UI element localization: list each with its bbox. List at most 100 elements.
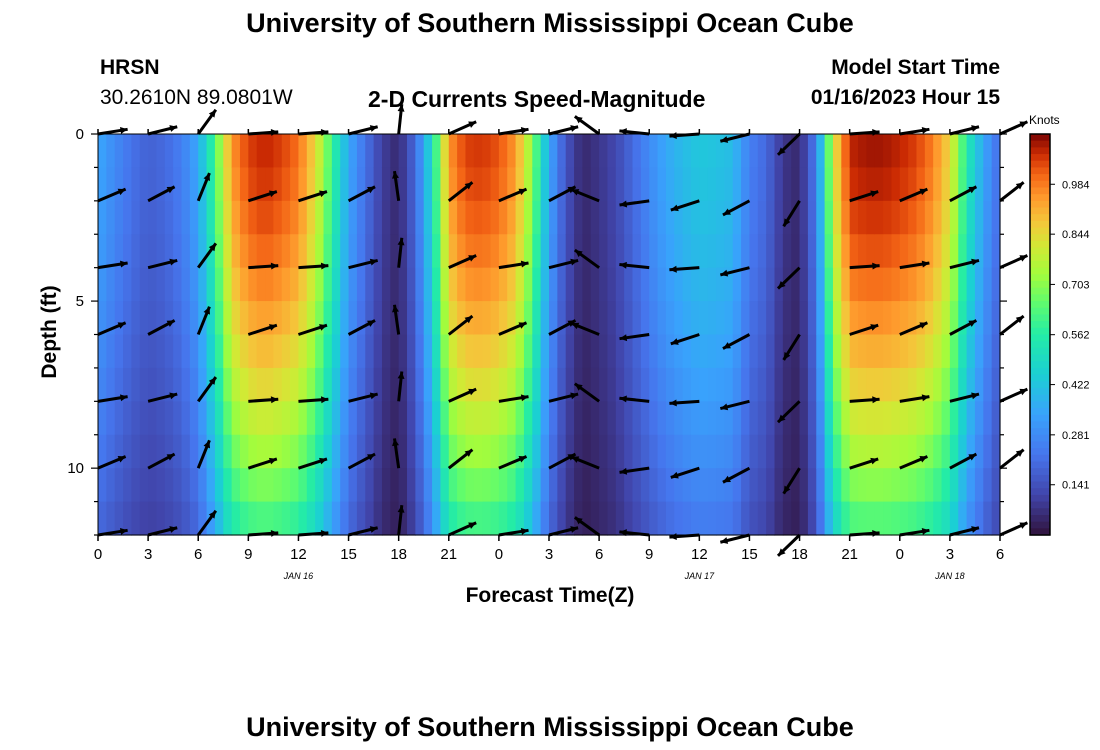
heat-cell bbox=[908, 401, 918, 436]
colorbar-segment bbox=[1030, 227, 1050, 235]
heat-cell bbox=[256, 367, 266, 402]
heat-cell bbox=[699, 334, 709, 369]
heat-cell bbox=[290, 267, 300, 302]
heat-cell bbox=[782, 234, 792, 269]
heat-cell bbox=[473, 501, 483, 536]
heat-cell bbox=[916, 501, 926, 536]
current-vector-arrow bbox=[619, 261, 650, 270]
heat-cell bbox=[365, 434, 375, 469]
heat-cell bbox=[849, 234, 859, 269]
heat-cell bbox=[599, 468, 609, 503]
heat-cell bbox=[248, 434, 258, 469]
heat-cell bbox=[131, 501, 141, 536]
heat-cell bbox=[123, 434, 133, 469]
heat-cell bbox=[306, 434, 316, 469]
heat-cell bbox=[924, 501, 934, 536]
heat-cell bbox=[632, 434, 642, 469]
current-vector-arrow bbox=[999, 120, 1029, 136]
heat-cell bbox=[590, 234, 600, 269]
heat-cell bbox=[941, 434, 951, 469]
heat-cell bbox=[690, 501, 700, 536]
heat-cell bbox=[549, 501, 558, 536]
current-vector-arrow bbox=[97, 527, 128, 537]
heat-cell bbox=[323, 468, 333, 503]
heat-cell bbox=[582, 434, 592, 469]
heat-cell bbox=[782, 301, 792, 336]
heat-cell bbox=[523, 468, 533, 503]
heat-cell bbox=[340, 434, 350, 469]
heat-cell bbox=[356, 134, 366, 169]
heat-cell bbox=[649, 468, 659, 503]
heat-cell bbox=[473, 267, 483, 302]
heat-cell bbox=[883, 267, 893, 302]
current-vector-arrow bbox=[670, 333, 700, 346]
heat-cell bbox=[574, 401, 584, 436]
heat-cell bbox=[156, 134, 166, 169]
heat-cell bbox=[791, 267, 801, 302]
heat-cell bbox=[181, 367, 191, 402]
heat-cell bbox=[832, 134, 842, 169]
heat-cell bbox=[565, 334, 575, 369]
heat-cell bbox=[974, 134, 984, 169]
heat-cell bbox=[933, 334, 943, 369]
heat-cell bbox=[649, 200, 659, 235]
heat-cell bbox=[958, 167, 968, 202]
heat-cell bbox=[607, 434, 617, 469]
heat-cell bbox=[407, 334, 416, 369]
heat-cell bbox=[373, 434, 383, 469]
heat-cell bbox=[924, 167, 934, 202]
heat-cell bbox=[381, 267, 391, 302]
heat-cell bbox=[732, 134, 742, 169]
heat-cell bbox=[198, 334, 208, 369]
heat-cell bbox=[816, 334, 826, 369]
heat-cell bbox=[749, 301, 759, 336]
heat-cell bbox=[340, 468, 350, 503]
heat-cell bbox=[390, 167, 400, 202]
heat-cell bbox=[624, 167, 634, 202]
heat-cell bbox=[841, 200, 851, 235]
heat-cell bbox=[724, 334, 734, 369]
heat-cell bbox=[298, 434, 308, 469]
heat-cell bbox=[415, 434, 425, 469]
heat-cell bbox=[106, 501, 116, 536]
heat-cell bbox=[807, 367, 817, 402]
colorbar-segment bbox=[1030, 354, 1050, 362]
heat-cell bbox=[239, 200, 249, 235]
heat-cell bbox=[632, 401, 642, 436]
heat-cell bbox=[924, 434, 934, 469]
heat-cell bbox=[407, 200, 416, 235]
heat-cell bbox=[707, 200, 717, 235]
heat-cell bbox=[148, 167, 158, 202]
heat-cell bbox=[574, 167, 584, 202]
heat-cell bbox=[306, 334, 316, 369]
x-axis-ticks: 0 3 6 9 12 15 18 21 0 3 6 9 12 15 18 21 0 3 6 bbox=[94, 129, 1004, 563]
current-vector-arrow bbox=[392, 170, 401, 202]
heat-cell bbox=[891, 234, 901, 269]
heat-cell bbox=[966, 200, 976, 235]
heat-cell bbox=[189, 401, 199, 436]
heat-cell bbox=[181, 334, 191, 369]
heat-cell bbox=[674, 367, 684, 402]
heat-cell bbox=[415, 134, 425, 169]
heat-cell bbox=[816, 134, 826, 169]
heat-cell bbox=[716, 200, 725, 235]
heat-cell bbox=[933, 267, 943, 302]
heat-cell bbox=[549, 267, 558, 302]
heat-cell bbox=[741, 434, 751, 469]
colorbar-segment bbox=[1030, 167, 1050, 175]
heat-cell bbox=[281, 501, 291, 536]
heat-cell bbox=[849, 367, 859, 402]
heat-cell bbox=[582, 167, 592, 202]
heat-cell bbox=[632, 501, 642, 536]
heat-cell bbox=[916, 468, 926, 503]
heat-cell bbox=[331, 200, 341, 235]
heat-cell bbox=[356, 334, 366, 369]
colorbar-tick-label: 0.562 bbox=[1062, 330, 1090, 342]
heat-cell bbox=[473, 434, 483, 469]
heat-cell bbox=[732, 434, 742, 469]
heat-cell bbox=[557, 301, 567, 336]
heat-cell bbox=[782, 434, 792, 469]
current-vector-arrow bbox=[397, 237, 405, 268]
heat-cell bbox=[440, 134, 450, 169]
colorbar-tick-label: 0.844 bbox=[1062, 229, 1090, 241]
